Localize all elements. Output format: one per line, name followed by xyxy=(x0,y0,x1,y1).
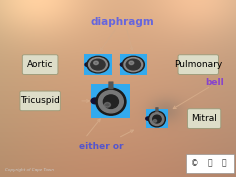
FancyBboxPatch shape xyxy=(20,91,60,111)
FancyBboxPatch shape xyxy=(155,107,159,112)
Text: Tricuspid: Tricuspid xyxy=(20,96,60,105)
Circle shape xyxy=(94,61,98,65)
Ellipse shape xyxy=(150,113,164,125)
Bar xyxy=(186,154,234,173)
FancyBboxPatch shape xyxy=(146,109,168,128)
FancyBboxPatch shape xyxy=(84,54,112,75)
Ellipse shape xyxy=(153,119,157,122)
Ellipse shape xyxy=(104,102,110,107)
Text: ©: © xyxy=(191,159,199,168)
FancyBboxPatch shape xyxy=(108,81,114,89)
Ellipse shape xyxy=(96,88,126,115)
Circle shape xyxy=(120,63,125,66)
Ellipse shape xyxy=(148,111,165,127)
Ellipse shape xyxy=(153,115,161,123)
Text: bell: bell xyxy=(205,78,224,87)
Circle shape xyxy=(126,59,140,70)
Circle shape xyxy=(91,59,105,70)
Text: Mitral: Mitral xyxy=(191,114,217,123)
Ellipse shape xyxy=(98,91,123,113)
Text: Ⓟ: Ⓟ xyxy=(222,159,227,168)
Circle shape xyxy=(91,98,99,104)
Text: Aortic: Aortic xyxy=(27,60,53,69)
Circle shape xyxy=(122,56,144,73)
Circle shape xyxy=(85,63,90,66)
FancyBboxPatch shape xyxy=(178,55,219,74)
Circle shape xyxy=(146,117,150,120)
FancyBboxPatch shape xyxy=(120,54,147,75)
Circle shape xyxy=(124,58,143,72)
Text: Pulmonary: Pulmonary xyxy=(174,60,222,69)
Ellipse shape xyxy=(103,95,118,109)
Circle shape xyxy=(88,58,107,72)
Text: Copyright of Cape Town: Copyright of Cape Town xyxy=(5,168,54,172)
Circle shape xyxy=(129,61,134,65)
FancyBboxPatch shape xyxy=(91,84,130,118)
Text: ⓒ: ⓒ xyxy=(208,159,212,168)
FancyBboxPatch shape xyxy=(22,55,58,74)
FancyBboxPatch shape xyxy=(187,109,221,129)
Circle shape xyxy=(87,56,109,73)
Text: diaphragm: diaphragm xyxy=(91,17,155,27)
Text: either or: either or xyxy=(79,142,124,150)
